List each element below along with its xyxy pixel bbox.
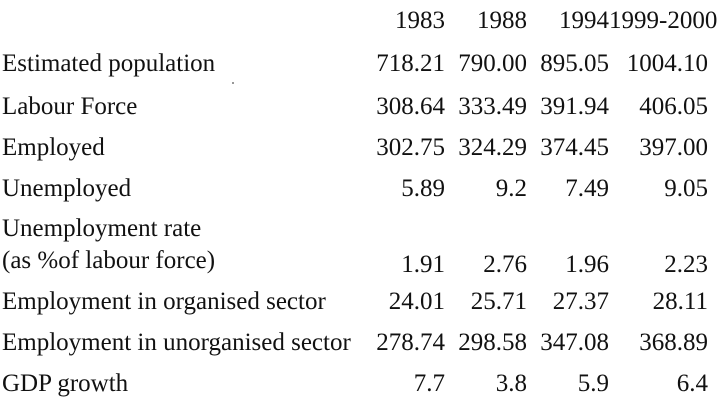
header-label-cell <box>0 0 355 40</box>
table-row: Unemployment rate (as %of labour force) … <box>0 209 720 281</box>
table-cell: 790.00 <box>458 49 527 77</box>
employment-table: 1983 1988 1994 1999-2000 Estimated popul… <box>0 0 720 404</box>
row-label-line2: (as %of labour force) <box>2 247 216 274</box>
table-cell: 718.21 <box>376 49 445 77</box>
table-cell: 298.58 <box>458 329 527 356</box>
table-cell: 368.89 <box>639 329 708 356</box>
column-header-1999-2000: 1999-2000 <box>609 6 718 34</box>
table-cell: 391.94 <box>540 93 609 120</box>
table-cell: 24.01 <box>388 288 445 315</box>
table-cell: 347.08 <box>540 329 609 356</box>
table-cell: 9.2 <box>495 175 527 202</box>
table-cell: 1004.10 <box>626 49 708 77</box>
table-row: Labour Force 308.64 333.49 391.94 406.05 <box>0 86 720 127</box>
table-row: Employment in unorganised sector 278.74 … <box>0 322 720 363</box>
row-label: GDP growth <box>2 370 129 397</box>
table-row: Employment in organised sector 24.01 25.… <box>0 281 720 322</box>
table-cell: 308.64 <box>376 93 445 120</box>
table-cell: 374.45 <box>540 134 609 161</box>
row-label-line1: Unemployment rate <box>2 215 202 242</box>
row-label: Employment in unorganised sector <box>2 329 351 356</box>
table-cell: 28.11 <box>652 288 708 315</box>
table-cell: 333.49 <box>458 93 527 120</box>
table-cell: 2.23 <box>664 251 708 278</box>
table-cell: 1.91 <box>401 251 445 278</box>
table-row: GDP growth 7.7 3.8 5.9 6.4 <box>0 363 720 404</box>
table-cell: 6.4 <box>676 370 708 397</box>
table-cell: 324.29 <box>458 134 527 161</box>
row-label: Labour Force <box>2 93 138 120</box>
table-cell: 397.00 <box>639 134 708 161</box>
table-row: Estimated population 718.21 790.00 895.0… <box>0 40 720 86</box>
scan-speck <box>232 82 234 84</box>
row-label: Unemployed <box>2 175 132 202</box>
table-cell: 2.76 <box>483 251 527 278</box>
table-cell: 406.05 <box>639 93 708 120</box>
table-cell: 278.74 <box>376 329 445 356</box>
table-cell: 27.37 <box>552 288 609 315</box>
column-header-1983: 1983 <box>395 6 445 34</box>
column-header-1994: 1994 <box>559 6 609 34</box>
table-row: Employed 302.75 324.29 374.45 397.00 <box>0 127 720 168</box>
table-cell: 7.49 <box>565 175 609 202</box>
table-row: Unemployed 5.89 9.2 7.49 9.05 <box>0 168 720 209</box>
row-label: Employed <box>2 134 105 161</box>
table-cell: 9.05 <box>664 175 708 202</box>
table-cell: 7.7 <box>413 370 445 397</box>
table-cell: 25.71 <box>470 288 527 315</box>
table-cell: 5.89 <box>401 175 445 202</box>
table-cell: 1.96 <box>565 251 609 278</box>
table-cell: 302.75 <box>376 134 445 161</box>
column-header-1988: 1988 <box>477 6 527 34</box>
table-cell: 3.8 <box>495 370 527 397</box>
row-label: Unemployment rate (as %of labour force) <box>0 209 355 281</box>
row-label: Estimated population <box>2 49 216 77</box>
table-cell: 5.9 <box>577 370 609 397</box>
table-cell: 895.05 <box>540 49 609 77</box>
header-row: 1983 1988 1994 1999-2000 <box>0 0 720 40</box>
row-label: Employment in organised sector <box>2 288 326 315</box>
row-label-text: Unemployment rate (as %of labour force) <box>2 213 215 277</box>
